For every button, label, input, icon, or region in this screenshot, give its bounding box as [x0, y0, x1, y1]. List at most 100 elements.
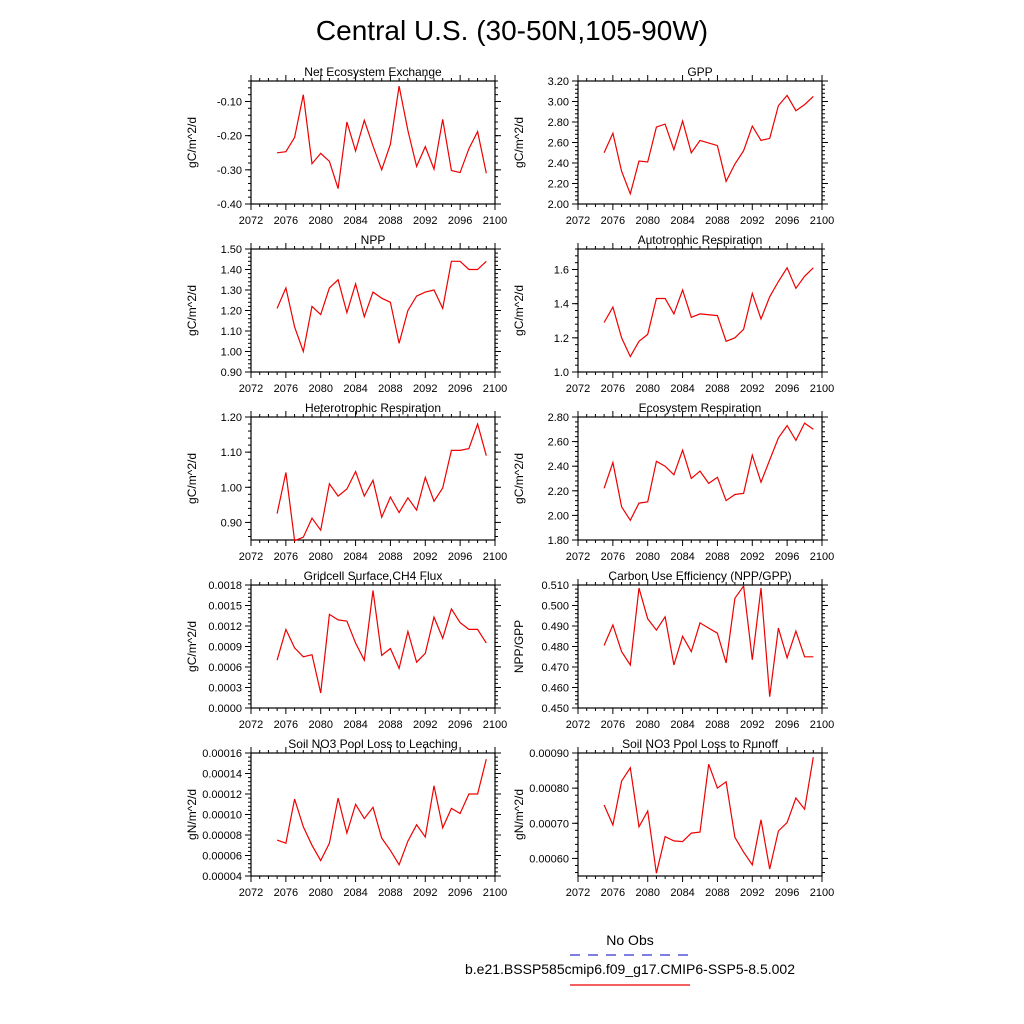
x-tick-label: 2100	[810, 215, 834, 227]
y-tick-label: 0.0000	[208, 703, 242, 715]
x-tick-label: 2100	[483, 551, 507, 563]
y-tick-label: 0.00070	[529, 818, 569, 830]
y-tick-label: 2.60	[548, 138, 569, 150]
y-tick-label: 1.20	[221, 306, 242, 318]
y-tick-label: 0.500	[541, 601, 569, 613]
x-tick-label: 2088	[378, 551, 402, 563]
x-tick-label: 2100	[483, 719, 507, 731]
y-tick-label: 0.00004	[202, 871, 242, 883]
y-tick-label: 0.470	[541, 662, 569, 674]
x-tick-label: 2096	[448, 719, 472, 731]
x-tick-label: 2076	[274, 383, 298, 395]
x-tick-label: 2092	[740, 215, 764, 227]
x-tick-label: 2096	[775, 215, 799, 227]
panel-title: Autotrophic Respiration	[638, 233, 763, 247]
panel-title: Carbon Use Efficiency (NPP/GPP)	[608, 569, 791, 583]
y-axis-label: gC/m^2/d	[512, 117, 526, 168]
y-tick-label: 0.00010	[202, 810, 242, 822]
y-tick-label: 1.10	[221, 326, 242, 338]
x-tick-label: 2084	[670, 383, 694, 395]
legend-obs-label: No Obs	[606, 932, 653, 948]
x-tick-label: 2072	[239, 383, 263, 395]
y-tick-label: 0.00080	[529, 783, 569, 795]
y-tick-label: 3.20	[548, 76, 569, 88]
y-tick-label: 1.6	[554, 265, 569, 277]
y-tick-label: 1.00	[221, 347, 242, 359]
x-tick-label: 2084	[343, 383, 367, 395]
y-tick-label: 2.20	[548, 179, 569, 191]
panel-3: NPP 2072 2076 2080 2084 2088 2092 2096 2100 0.90 1…	[185, 233, 507, 395]
x-tick-label: 2092	[413, 887, 437, 899]
x-tick-label: 2092	[413, 719, 437, 731]
x-tick-label: 2088	[378, 719, 402, 731]
x-tick-label: 2092	[740, 719, 764, 731]
x-tick-label: 2100	[483, 383, 507, 395]
y-tick-label: 1.80	[548, 535, 569, 547]
panel-title: Soil NO3 Pool Loss to Leaching	[288, 737, 457, 751]
panel-title: Gridcell Surface CH4 Flux	[304, 569, 443, 583]
panel-5: Heterotrophic Respiration 2072 2076 2080 208…	[185, 401, 507, 563]
y-tick-label: 2.40	[548, 158, 569, 170]
y-tick-label: 2.80	[548, 412, 569, 424]
y-tick-label: 0.480	[541, 642, 569, 654]
y-tick-label: -0.10	[217, 97, 242, 109]
x-tick-label: 2080	[308, 215, 332, 227]
y-tick-label: 2.60	[548, 437, 569, 449]
x-tick-label: 2072	[566, 719, 590, 731]
x-tick-label: 2072	[566, 215, 590, 227]
plot-frame	[250, 248, 496, 373]
y-axis-label: gN/m^2/d	[185, 789, 199, 840]
x-tick-label: 2088	[378, 215, 402, 227]
y-tick-label: 0.0012	[208, 621, 242, 633]
y-tick-label: 0.00060	[529, 853, 569, 865]
plot-frame	[250, 752, 496, 877]
series-line	[603, 266, 814, 358]
x-tick-label: 2076	[274, 551, 298, 563]
panel-4: Autotrophic Respiration 2072 2076 2080 2084 2…	[512, 233, 834, 395]
x-tick-label: 2088	[705, 887, 729, 899]
panel-title: Ecosystem Respiration	[639, 401, 762, 415]
x-tick-label: 2076	[601, 551, 625, 563]
y-tick-label: -0.40	[217, 199, 242, 211]
y-tick-label: 3.00	[548, 97, 569, 109]
y-axis-label: gN/m^2/d	[512, 789, 526, 840]
x-tick-label: 2100	[810, 719, 834, 731]
panel-title: NPP	[361, 233, 386, 247]
y-tick-label: 0.510	[541, 580, 569, 592]
y-tick-label: 0.00006	[202, 851, 242, 863]
y-tick-label: 0.00012	[202, 789, 242, 801]
legend-model-label: b.e21.BSSP585cmip6.f09_g17.CMIP6-SSP5-8.…	[465, 961, 795, 977]
panel-8: Carbon Use Efficiency (NPP/GPP) 2072 2076 2…	[512, 569, 834, 731]
x-tick-label: 2092	[740, 551, 764, 563]
plot-frame	[250, 584, 496, 709]
x-tick-label: 2072	[566, 887, 590, 899]
plot-frame	[577, 248, 823, 373]
x-tick-label: 2096	[448, 215, 472, 227]
x-tick-label: 2084	[343, 719, 367, 731]
series-line	[276, 260, 487, 354]
y-tick-label: 0.90	[221, 367, 242, 379]
y-tick-label: 0.00014	[202, 769, 242, 781]
panel-9: Soil NO3 Pool Loss to Leaching 2072 2076 20…	[185, 737, 507, 899]
x-tick-label: 2080	[635, 551, 659, 563]
x-tick-label: 2088	[705, 215, 729, 227]
y-tick-label: 1.00	[221, 482, 242, 494]
y-tick-label: 0.90	[221, 517, 242, 529]
x-tick-label: 2100	[810, 551, 834, 563]
x-tick-label: 2100	[483, 215, 507, 227]
x-tick-label: 2088	[378, 383, 402, 395]
panel-1: Net Ecosystem Exchange 2072 2076 2080 2084 20…	[185, 65, 507, 227]
x-tick-label: 2072	[239, 719, 263, 731]
x-tick-label: 2072	[566, 383, 590, 395]
x-tick-label: 2084	[670, 551, 694, 563]
panel-7: Gridcell Surface CH4 Flux 2072 2076 2080 208…	[185, 569, 507, 731]
y-tick-label: 0.0003	[208, 683, 242, 695]
y-axis-label: gC/m^2/d	[512, 285, 526, 336]
x-tick-label: 2072	[566, 551, 590, 563]
x-tick-label: 2072	[239, 887, 263, 899]
y-tick-label: 1.10	[221, 447, 242, 459]
x-tick-label: 2076	[601, 215, 625, 227]
series-line	[276, 421, 487, 542]
y-tick-label: 0.00090	[529, 748, 569, 760]
